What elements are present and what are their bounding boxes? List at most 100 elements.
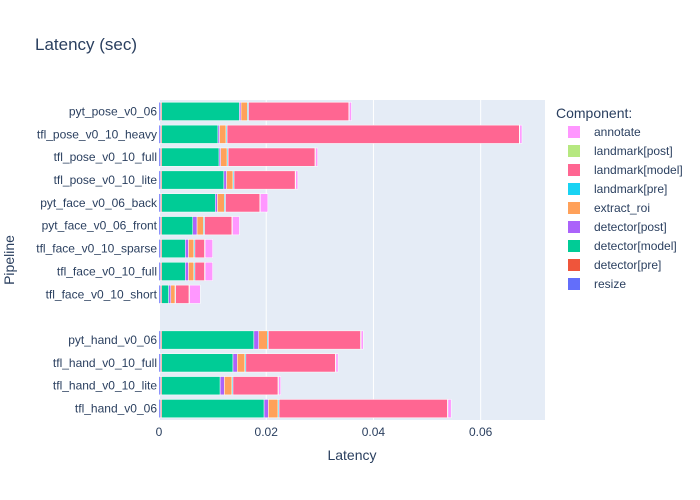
bar-segment[interactable] (260, 193, 269, 213)
y-tick-label: tfl_face_v0_10_sparse (36, 242, 157, 256)
legend-label[interactable]: detector[pre] (594, 258, 661, 272)
bar-segment[interactable] (220, 147, 228, 167)
y-tick-label: pyt_pose_v0_06 (69, 104, 157, 118)
legend-label[interactable]: landmark[model] (594, 163, 683, 177)
y-tick-labels: pyt_pose_v0_06 tfl_pose_v0_10_heavy tfl_po… (36, 104, 158, 415)
legend-swatch[interactable] (568, 202, 580, 214)
legend-label[interactable]: landmark[pre] (594, 182, 667, 196)
legend[interactable]: Component: annotate landmark[post] landmar… (556, 105, 683, 291)
bar-segment[interactable] (349, 102, 352, 121)
bar-segment[interactable] (215, 193, 218, 213)
legend-label[interactable]: resize (594, 277, 626, 291)
legend-label[interactable]: detector[post] (594, 220, 667, 234)
bar-segment[interactable] (204, 262, 213, 281)
bar-segment[interactable] (161, 239, 186, 258)
x-tick-label: 0.06 (469, 425, 493, 439)
bar-segment[interactable] (161, 147, 220, 167)
bar-segment[interactable] (204, 216, 233, 236)
bar-segment[interactable] (192, 216, 198, 236)
y-tick-label: tfl_hand_v0_10_lite (53, 379, 157, 393)
bar-segment[interactable] (170, 284, 176, 304)
legend-swatch[interactable] (568, 278, 580, 290)
legend-swatch[interactable] (568, 183, 580, 195)
bar-segment[interactable] (278, 399, 448, 418)
bar-segment[interactable] (161, 124, 219, 144)
bar-segment[interactable] (219, 124, 227, 144)
bar-segment[interactable] (161, 170, 225, 190)
bar-segment[interactable] (189, 284, 201, 304)
bar-segment[interactable] (161, 262, 186, 281)
bar-segment[interactable] (219, 376, 225, 396)
bar-segment[interactable] (232, 353, 238, 373)
bar-segment[interactable] (227, 147, 316, 167)
y-tick-label: pyt_face_v0_06_back (40, 196, 158, 210)
bar-segment[interactable] (185, 239, 189, 258)
bar-segment[interactable] (161, 353, 234, 373)
bar-segment[interactable] (258, 330, 268, 350)
bar-segment[interactable] (253, 330, 259, 350)
y-tick-label: tfl_hand_v0_06 (75, 402, 157, 416)
bar-segment[interactable] (268, 399, 279, 418)
bar-segment[interactable] (194, 262, 205, 281)
bar-segment[interactable] (519, 124, 523, 144)
bar-segment[interactable] (248, 102, 350, 121)
bar-segment[interactable] (263, 399, 269, 418)
y-tick-label: pyt_face_v0_06_front (42, 219, 158, 233)
bar-segment[interactable] (188, 239, 195, 258)
bar-segment[interactable] (226, 124, 520, 144)
legend-label[interactable]: extract_roi (594, 201, 650, 215)
bar-segment[interactable] (225, 193, 261, 213)
bar-segment[interactable] (185, 262, 189, 281)
y-tick-label: tfl_hand_v0_10_full (53, 356, 157, 370)
bar-segment[interactable] (161, 193, 216, 213)
legend-swatch[interactable] (568, 145, 580, 157)
bar-segment[interactable] (360, 330, 364, 350)
bar-segment[interactable] (335, 353, 339, 373)
legend-swatch[interactable] (568, 221, 580, 233)
y-tick-label: tfl_face_v0_10_full (57, 264, 157, 278)
bar-segment[interactable] (161, 399, 265, 418)
x-tick-label: 0.04 (362, 425, 386, 439)
y-tick-label: tfl_pose_v0_10_lite (54, 173, 158, 187)
bar-segment[interactable] (161, 330, 255, 350)
x-tick-label: 0 (156, 425, 163, 439)
y-tick-label: tfl_pose_v0_10_full (54, 150, 157, 164)
legend-swatch[interactable] (568, 259, 580, 271)
y-tick-label: tfl_face_v0_10_short (46, 287, 158, 301)
bar-segment[interactable] (447, 399, 452, 418)
bar-segment[interactable] (237, 353, 246, 373)
bar-segment[interactable] (278, 376, 281, 396)
bar-segment[interactable] (161, 216, 194, 236)
y-tick-label: tfl_pose_v0_10_heavy (37, 127, 157, 141)
x-tick-labels: 0 0.02 0.04 0.06 (156, 425, 493, 439)
bar-segment[interactable] (217, 193, 225, 213)
bar-segment[interactable] (161, 102, 240, 121)
bar-segment[interactable] (224, 376, 233, 396)
bar-segment[interactable] (268, 330, 361, 350)
legend-swatch[interactable] (568, 240, 580, 252)
bar-segment[interactable] (232, 216, 240, 236)
bar-segment[interactable] (204, 239, 213, 258)
bar-segment[interactable] (168, 284, 172, 304)
bar-segment[interactable] (240, 102, 248, 121)
bar-segment[interactable] (161, 376, 221, 396)
legend-label[interactable]: landmark[post] (594, 144, 673, 158)
bar-segment[interactable] (233, 170, 296, 190)
bar-segment[interactable] (188, 262, 195, 281)
bar-segment[interactable] (245, 353, 336, 373)
bar-segment[interactable] (161, 284, 169, 304)
bar-segment[interactable] (232, 376, 279, 396)
legend-label[interactable]: detector[model] (594, 239, 677, 253)
bar-segment[interactable] (223, 170, 227, 190)
legend-title: Component: (556, 105, 632, 121)
legend-swatch[interactable] (568, 126, 580, 138)
bar-segment[interactable] (196, 216, 204, 236)
bar-segment[interactable] (194, 239, 205, 258)
bar-segment[interactable] (315, 147, 318, 167)
bar-segment[interactable] (226, 170, 234, 190)
legend-label[interactable]: annotate (594, 125, 641, 139)
bar-segment[interactable] (175, 284, 190, 304)
bar-segment[interactable] (295, 170, 299, 190)
legend-swatch[interactable] (568, 164, 580, 176)
